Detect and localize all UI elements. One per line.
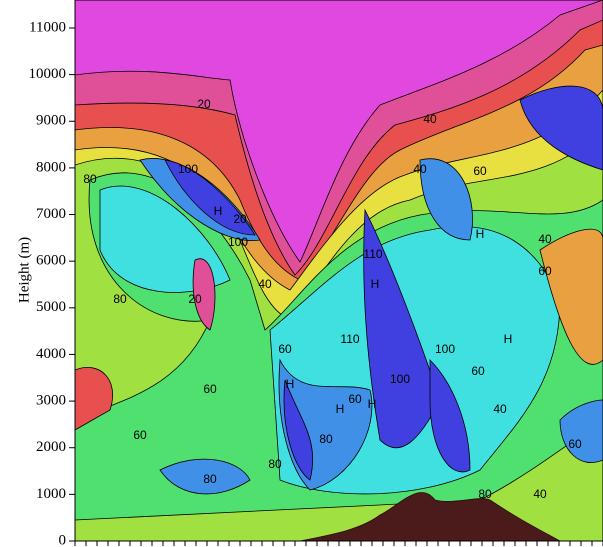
contour-label: 100 xyxy=(228,235,248,249)
contour-label: 20 xyxy=(197,97,211,111)
contour-label: 60 xyxy=(473,164,487,178)
contour-field xyxy=(75,0,603,541)
contour-label: 40 xyxy=(413,162,427,176)
y-tick-label: 9000 xyxy=(36,113,66,129)
y-tick-label: 0 xyxy=(59,532,67,547)
contour-label: 110 xyxy=(340,332,359,346)
contour-label: 60 xyxy=(538,264,552,278)
contour-label: 40 xyxy=(533,487,547,501)
contour-label: 40 xyxy=(258,277,272,291)
high-marker: H xyxy=(286,377,295,391)
high-marker: H xyxy=(214,204,223,218)
y-tick-label: 6000 xyxy=(36,253,66,269)
contour-label: 60 xyxy=(348,392,362,406)
contour-label: 110 xyxy=(363,247,382,261)
contour-label: 40 xyxy=(538,232,552,246)
contour-label: 20 xyxy=(188,292,202,306)
y-axis-label: Height (m) xyxy=(16,237,32,303)
contour-label: 100 xyxy=(390,372,410,386)
contour-label: 20 xyxy=(233,212,247,226)
contour-label: 40 xyxy=(423,112,437,126)
y-tick-label: 11000 xyxy=(29,19,66,35)
y-tick-label: 5000 xyxy=(36,299,66,315)
contour-label: 60 xyxy=(568,437,582,451)
contour-label: 80 xyxy=(113,292,127,306)
high-marker: H xyxy=(336,402,345,416)
contour-label: 80 xyxy=(83,172,97,186)
chart: Height (m) 0 1000 2000 3000 4000 5000 6000 7000… xyxy=(0,0,603,547)
contour-label: 80 xyxy=(478,487,492,501)
contour-label: 60 xyxy=(278,342,292,356)
contour-label: 100 xyxy=(435,342,455,356)
y-tick-label: 2000 xyxy=(36,439,66,455)
contour-label: 60 xyxy=(133,428,147,442)
y-tick-label: 7000 xyxy=(36,206,66,222)
contour-label: 40 xyxy=(493,402,507,416)
high-marker: H xyxy=(476,227,485,241)
contour-label: 60 xyxy=(471,364,485,378)
high-marker: H xyxy=(504,332,513,346)
y-tick-label: 8000 xyxy=(36,159,66,175)
contour-label: 60 xyxy=(203,382,217,396)
high-marker: H xyxy=(371,277,380,291)
y-tick-label: 3000 xyxy=(36,393,66,409)
contour-label: 80 xyxy=(268,457,282,471)
contour-label: 80 xyxy=(203,472,217,486)
y-tick-label: 4000 xyxy=(36,346,66,362)
contour-label: 80 xyxy=(319,432,333,446)
y-tick-label: 10000 xyxy=(29,66,67,82)
high-marker: H xyxy=(368,397,377,411)
contour-label: 100 xyxy=(178,162,198,176)
y-tick-label: 1000 xyxy=(36,486,66,502)
